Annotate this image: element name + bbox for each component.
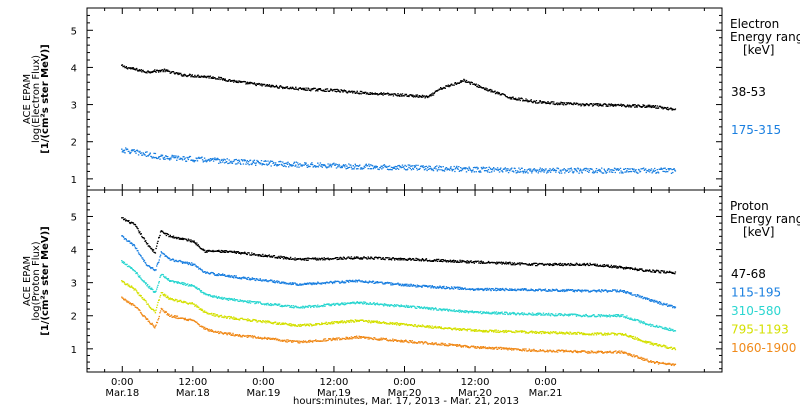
x-tick-time: 0:00 — [393, 377, 415, 388]
y-tick-label: 1 — [71, 345, 77, 356]
data-points — [121, 296, 677, 367]
data-points — [121, 260, 677, 332]
y-axis-label-line: ACE EPAM — [22, 256, 33, 306]
series-795-1193 — [121, 279, 677, 351]
x-tick-date: Mar.21 — [529, 388, 563, 399]
data-points — [121, 217, 677, 275]
x-tick-date: Mar.19 — [246, 388, 280, 399]
y-tick-label: 4 — [71, 63, 77, 74]
data-points — [121, 279, 677, 351]
legend-title-line: Electron — [730, 17, 779, 31]
y-axis-label-line: log(Proton Flux) — [31, 241, 42, 320]
x-tick-time: 0:00 — [534, 377, 556, 388]
legend-title-line: Energy ranges — [730, 212, 800, 226]
time-axis: 0:00Mar.1812:00Mar.180:00Mar.1912:00Mar.… — [104, 8, 705, 399]
legend-entry: 795-1193 — [731, 323, 789, 337]
legend-entry: 310-580 — [731, 304, 781, 318]
legend-entry: 175-315 — [731, 123, 781, 137]
x-tick-date: Mar.20 — [458, 388, 492, 399]
y-tick-label: 2 — [71, 138, 77, 149]
y-tick-label: 5 — [71, 26, 77, 37]
x-tick-date: Mar.18 — [105, 388, 139, 399]
y-tick-label: 2 — [71, 312, 77, 323]
x-axis-label: hours:minutes, Mar. 17, 2013 - Mar. 21, … — [293, 396, 519, 407]
legend-entry: 115-195 — [731, 286, 781, 300]
legend-entry: 1060-1900 — [731, 341, 796, 355]
y-axis-label-line: [1/(cm²s ster MeV)] — [40, 44, 51, 153]
series-310-580 — [121, 260, 677, 332]
legend-title-line: [keV] — [743, 225, 774, 239]
data-points — [121, 64, 677, 111]
x-tick-time: 12:00 — [461, 377, 490, 388]
x-tick-date: Mar.20 — [388, 388, 422, 399]
legend-title-line: Energy ranges — [730, 30, 800, 44]
legend-entry: 47-68 — [731, 267, 766, 281]
series-38-53 — [121, 64, 677, 111]
series-1060-1900 — [121, 296, 677, 367]
y-axis: 1 2 3 4 5 — [71, 196, 722, 370]
series-47-68 — [121, 217, 677, 275]
data-points — [121, 235, 677, 309]
x-tick-time: 0:00 — [252, 377, 274, 388]
y-axis-label-line: log(Electron Flux) — [31, 55, 42, 143]
x-tick-date: Mar.19 — [317, 388, 351, 399]
legend-title-line: [keV] — [743, 43, 774, 57]
y-tick-label: 3 — [71, 101, 77, 112]
plot-frame — [86, 7, 723, 191]
series-115-195 — [121, 235, 677, 309]
y-axis-label-line: [1/(cm²s ster MeV)] — [40, 226, 51, 335]
x-tick-date: Mar.18 — [176, 388, 210, 399]
y-axis-label-line: ACE EPAM — [22, 74, 33, 124]
y-axis: 1 2 3 4 5 — [71, 14, 722, 187]
legend-entry: 38-53 — [731, 85, 766, 99]
y-tick-label: 5 — [71, 212, 77, 223]
y-tick-label: 1 — [71, 175, 77, 186]
legend-title-line: Proton — [730, 199, 769, 213]
x-tick-time: 0:00 — [111, 377, 133, 388]
plot-frame — [86, 189, 723, 373]
y-tick-label: 4 — [71, 246, 77, 257]
x-tick-time: 12:00 — [178, 377, 207, 388]
x-tick-time: 12:00 — [320, 377, 349, 388]
y-tick-label: 3 — [71, 279, 77, 290]
data-points — [121, 147, 677, 174]
series-175-315 — [121, 147, 677, 174]
